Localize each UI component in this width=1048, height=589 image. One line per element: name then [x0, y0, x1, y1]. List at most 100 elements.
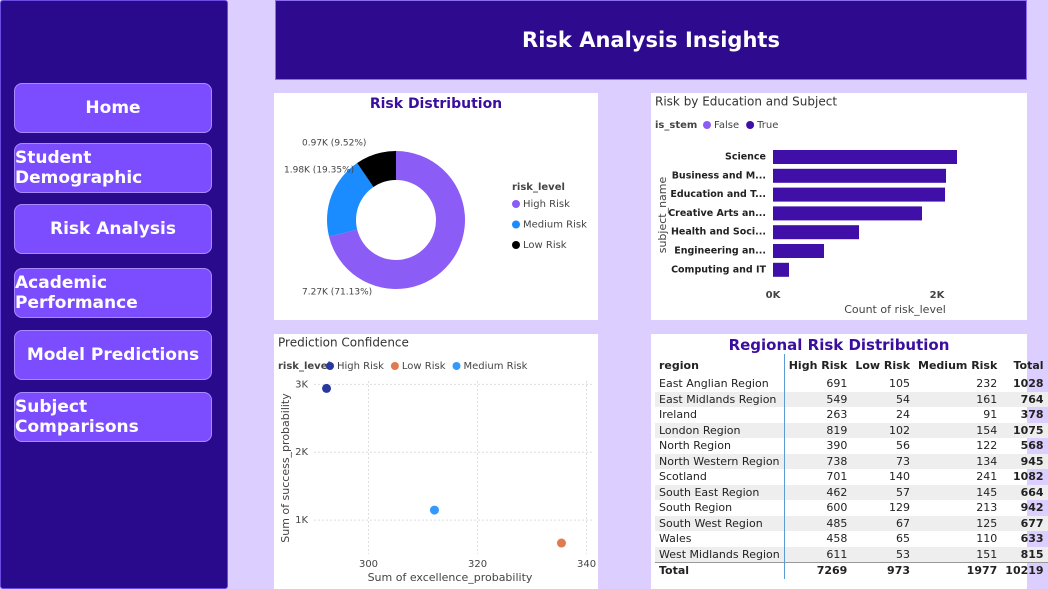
donut-slice [327, 162, 374, 237]
table-cell: West Midlands Region [655, 546, 785, 563]
legend-marker [746, 121, 755, 129]
table-cell: 57 [851, 484, 915, 500]
table-cell: 390 [826, 439, 848, 453]
legend-marker [512, 241, 520, 249]
table-row: Ireland 263 24 91 378 [655, 407, 1048, 423]
table-cell: 485 [784, 515, 852, 531]
table: region High Risk Low Risk Medium Risk Total E… [655, 354, 1048, 579]
table-cell: London Region [655, 422, 785, 438]
table-cell: 54 [851, 391, 915, 407]
table-cell: 664 [1001, 484, 1048, 500]
table-cell: 1082 [1012, 470, 1044, 484]
x-axis-label: Count of risk_level [844, 303, 946, 316]
bar [773, 168, 947, 183]
nav-button[interactable]: Model Predictions [14, 330, 212, 380]
point [429, 505, 439, 515]
legend-title: risk_level [278, 361, 331, 372]
table-cell: 129 [889, 501, 911, 515]
legend-label: Low Risk [402, 361, 446, 372]
table-cell: 110 [976, 532, 998, 546]
y-tick-label: Health and Soci... [671, 227, 766, 238]
table-cell: 458 [826, 532, 848, 546]
y-tick-label: Business and M... [672, 170, 766, 181]
table-cell: 945 [1001, 453, 1048, 469]
table-cell: 1028 [1012, 377, 1044, 391]
bar [773, 187, 946, 202]
column-header[interactable]: Medium Risk [918, 358, 998, 372]
table-cell: Scotland [655, 469, 785, 485]
table-cell: 213 [976, 501, 998, 515]
table-cell: 568 [1020, 439, 1044, 453]
table-cell: 67 [851, 515, 915, 531]
x-tick-label: 340 [577, 559, 596, 570]
point [556, 538, 566, 548]
table-cell: 151 [914, 546, 1002, 563]
table-cell: 462 [784, 484, 852, 500]
table-cell: Wales [655, 531, 785, 547]
nav-button[interactable]: Risk Analysis [14, 204, 212, 254]
bar-panel: Risk by Education and Subject is_stem Fals… [651, 93, 1027, 320]
table-cell: 738 [784, 453, 852, 469]
legend-label: High Risk [523, 199, 570, 210]
legend-marker [326, 362, 334, 370]
table-cell: 154 [914, 422, 1002, 438]
y-axis-label: Sum of success_probability [279, 393, 292, 543]
legend-title: risk_level [512, 182, 565, 193]
column-header[interactable]: High Risk [788, 358, 848, 372]
table-row: North Region 390 56 122 568 [655, 438, 1048, 454]
table-cell: 1977 [914, 562, 1002, 579]
table-cell: 241 [976, 470, 998, 484]
legend-marker [452, 362, 461, 370]
column-header[interactable]: Total [1013, 358, 1044, 372]
table-cell: 65 [896, 532, 911, 546]
x-tick-label: 300 [359, 559, 378, 570]
table-row: London Region 819 102 154 1075 [655, 422, 1048, 438]
table-row: West Midlands Region 611 53 151 815 [655, 546, 1048, 563]
table-cell: 677 [1001, 515, 1048, 531]
y-axis-label: subject_name [656, 176, 669, 253]
table-cell: 633 [1020, 532, 1044, 546]
y-tick-label: 2K [295, 447, 308, 458]
legend-label: Low Risk [523, 240, 567, 251]
table-cell: 134 [914, 453, 1002, 469]
table-row: Total 7269 973 1977 10219 [655, 562, 1048, 579]
table-cell: 942 [1020, 501, 1044, 515]
y-tick-label: 1K [295, 515, 308, 526]
data-label: 1.98K (19.35%) [284, 166, 354, 176]
bar [773, 150, 958, 164]
bar [773, 206, 922, 221]
chart-title: Risk by Education and Subject [655, 95, 837, 109]
nav-button[interactable]: Student Demographic [14, 143, 212, 193]
table-row: South West Region 485 67 125 677 [655, 515, 1048, 531]
table-row: Wales 458 65 110 633 [655, 531, 1048, 547]
x-axis-label: Sum of excellence_probability [368, 571, 533, 584]
table-panel: Regional Risk Distribution region High Ris… [651, 334, 1048, 589]
legend-label: False [714, 120, 739, 131]
bar [773, 244, 825, 258]
legend-label: True [756, 120, 778, 131]
nav-button[interactable]: Subject Comparisons [14, 392, 212, 442]
column-header[interactable]: region [655, 354, 785, 376]
table-cell: 73 [851, 453, 915, 469]
bar [773, 225, 860, 240]
nav-button[interactable]: Academic Performance [14, 268, 212, 318]
table-row: South Region 600 129 213 942 [655, 500, 1048, 516]
table-cell: 549 [784, 391, 852, 407]
table-cell: Total [655, 562, 785, 579]
donut-panel: Risk Distribution 7.27K (71.13%) 1.98K (19… [274, 93, 598, 320]
table-cell: Ireland [655, 407, 785, 423]
x-tick-label: 2K [930, 290, 946, 301]
nav-button[interactable]: Home [14, 83, 212, 133]
column-header[interactable]: Low Risk [855, 358, 911, 372]
legend-title: is_stem [655, 120, 697, 131]
table-cell: 1075 [1001, 422, 1048, 438]
table-cell: 102 [851, 422, 915, 438]
table-cell: South West Region [655, 515, 785, 531]
table-cell: 140 [889, 470, 911, 484]
table-row: East Midlands Region 549 54 161 764 [655, 391, 1048, 407]
table-title: Regional Risk Distribution [728, 336, 950, 354]
table-cell: 122 [976, 439, 998, 453]
legend-label: Medium Risk [523, 220, 587, 231]
table-cell: North Western Region [655, 453, 785, 469]
